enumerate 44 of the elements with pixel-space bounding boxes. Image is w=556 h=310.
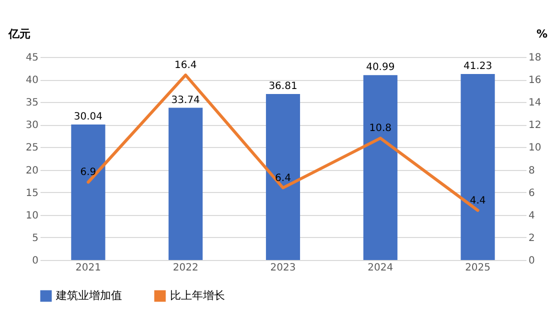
x-tick-label: 2025 [465, 262, 491, 274]
y-axis-title: 亿元 [8, 28, 30, 40]
y2-tick-label: 12 [528, 120, 542, 132]
bar [71, 124, 106, 260]
data-label: 4.4 [470, 195, 486, 206]
data-label: 30.04 [74, 111, 103, 122]
x-tick-label: 2024 [368, 262, 394, 274]
y2-tick-label: 10 [528, 142, 542, 154]
bar [168, 108, 203, 260]
bar [266, 94, 300, 260]
y2-tick-label: 4 [528, 210, 535, 222]
y2-tick-label: 6 [528, 188, 535, 199]
data-label: 40.99 [366, 62, 395, 74]
y-tick-label: 25 [26, 142, 38, 154]
y2-tick-label: 16 [528, 75, 542, 86]
data-label: 10.8 [369, 123, 392, 134]
y2-tick-label: 2 [528, 232, 535, 244]
x-tick-label: 2023 [270, 262, 296, 274]
data-label: 36.81 [268, 80, 298, 92]
y-tick-label: 35 [26, 98, 38, 109]
y2-tick-label: 0 [528, 256, 535, 266]
y2-axis-title: % [536, 28, 548, 40]
y-tick-label: 20 [26, 165, 38, 176]
x-tick-label: 2022 [172, 262, 198, 274]
y-tick-label: 15 [26, 188, 38, 199]
x-tick-label: 2021 [75, 262, 101, 274]
legend-label: 比上年增长 [170, 289, 225, 302]
y2-tick-label: 8 [528, 165, 535, 176]
y-tick-label: 10 [26, 210, 38, 222]
y-tick-label: 5 [32, 232, 38, 244]
bar [460, 74, 495, 260]
y-tick-label: 40 [26, 75, 38, 86]
data-label: 16.4 [174, 60, 197, 72]
y2-tick-label: 14 [528, 98, 542, 109]
y2-tick-label: 18 [528, 52, 542, 64]
data-label: 33.74 [171, 94, 200, 106]
y-tick-label: 45 [26, 52, 38, 64]
data-label: 6.4 [275, 172, 291, 184]
bar [363, 75, 398, 260]
y-tick-label: 0 [32, 256, 38, 266]
data-label: 6.9 [80, 167, 96, 178]
legend-label: 建筑业增加值 [55, 289, 122, 302]
y-tick-label: 30 [26, 120, 38, 132]
data-label: 41.23 [463, 61, 492, 72]
